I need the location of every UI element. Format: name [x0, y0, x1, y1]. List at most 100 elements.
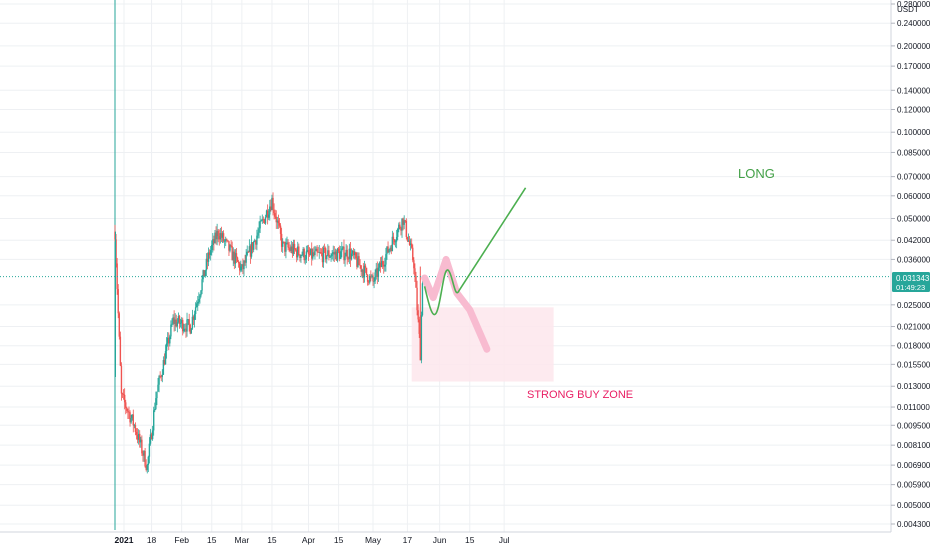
candle — [264, 214, 267, 225]
candle-body — [250, 242, 253, 257]
candle-body — [323, 247, 326, 249]
candle-body — [146, 464, 148, 470]
candle-body — [295, 250, 298, 258]
candle-body — [133, 425, 136, 426]
candle — [381, 255, 384, 270]
time-axis[interactable]: 2021 18 Feb 15 Mar 15 Apr 15 May 17 Jun 15 Jul — [115, 535, 510, 545]
candle-body — [276, 220, 279, 223]
candle-body — [341, 248, 343, 252]
candle — [295, 247, 298, 263]
candle — [420, 311, 423, 364]
candle-body — [375, 268, 377, 273]
candle — [160, 374, 162, 382]
y-tick-label: 0.070000 — [897, 173, 931, 182]
candle-body — [306, 250, 309, 252]
candle — [133, 423, 136, 429]
candle-body — [178, 316, 181, 324]
candle-body — [319, 252, 322, 253]
candle-body — [277, 220, 280, 224]
candle-body — [417, 310, 419, 320]
candle-body — [416, 287, 418, 311]
candle-body — [134, 425, 137, 433]
candle-body — [240, 266, 242, 271]
candle-body — [378, 262, 381, 268]
candle-body — [273, 209, 275, 214]
candle — [162, 356, 165, 376]
candle — [182, 317, 184, 336]
candle-body — [244, 260, 246, 263]
candle — [355, 251, 357, 260]
candle-body — [118, 313, 120, 337]
candle — [197, 296, 199, 311]
candle-body — [221, 233, 224, 238]
candle-body — [204, 270, 206, 276]
candle-body — [405, 220, 408, 237]
candle — [227, 240, 229, 243]
candle — [349, 241, 352, 267]
y-tick-label: 0.015500 — [897, 360, 931, 369]
candle-body — [264, 217, 267, 224]
candle — [386, 246, 388, 260]
candle-body — [421, 283, 424, 316]
candle-body — [349, 248, 352, 260]
candle-body — [394, 241, 397, 243]
candle — [357, 252, 359, 268]
candle — [298, 243, 300, 256]
candle — [328, 245, 330, 261]
candle — [334, 248, 337, 260]
candle — [128, 406, 130, 420]
candle — [269, 199, 271, 221]
candle-body — [227, 240, 229, 242]
candle — [130, 414, 132, 424]
candle-body — [132, 414, 134, 426]
long-scenario-path[interactable] — [423, 187, 527, 316]
candle — [242, 258, 244, 275]
candle — [327, 244, 329, 257]
candle-body — [345, 249, 347, 257]
candle — [187, 318, 189, 326]
candle — [379, 257, 382, 273]
candle — [322, 245, 325, 268]
candle — [261, 214, 263, 224]
candle-body — [369, 275, 371, 283]
price-axis[interactable]: 0.280000 0.240000 0.200000 0.170000 0.140000… — [891, 0, 931, 529]
candle — [341, 241, 343, 258]
candle-body — [384, 264, 386, 267]
candle-body — [194, 307, 197, 315]
y-tick-label: 0.009500 — [897, 421, 931, 430]
candle — [236, 256, 239, 263]
candle-body — [415, 275, 417, 288]
candle-body — [344, 256, 346, 261]
candle-body — [268, 214, 270, 218]
candle — [286, 236, 288, 245]
candlesticks — [114, 192, 424, 474]
candle-body — [420, 315, 423, 361]
candle — [144, 448, 146, 468]
candle-body — [362, 269, 365, 278]
candle — [247, 250, 249, 253]
candle-body — [368, 281, 370, 283]
candle — [280, 227, 283, 252]
candle-body — [352, 251, 355, 256]
candle-body — [398, 224, 400, 229]
candle — [175, 314, 177, 328]
candle — [234, 249, 237, 269]
candle-body — [226, 239, 228, 241]
candle-body — [156, 391, 158, 399]
candle — [405, 218, 408, 240]
candle — [285, 238, 287, 259]
candle — [289, 244, 291, 253]
candle-body — [331, 254, 333, 257]
candle-body — [292, 243, 295, 254]
candle — [179, 318, 182, 328]
candle — [228, 241, 230, 257]
candle-body — [409, 243, 412, 245]
candle — [176, 318, 179, 333]
candle-body — [354, 252, 356, 256]
candle — [330, 252, 332, 262]
candle — [141, 435, 143, 457]
candle-body — [320, 252, 323, 254]
candle — [147, 455, 150, 473]
x-tick-label: 17 — [403, 535, 413, 545]
